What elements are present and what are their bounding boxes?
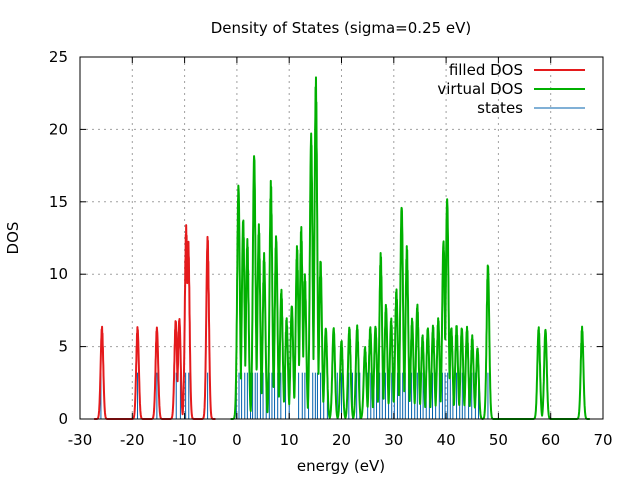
x-tick-label: 0	[232, 431, 242, 449]
y-tick-label: 5	[58, 338, 68, 356]
y-tick-label: 10	[49, 265, 68, 283]
chart-title: Density of States (sigma=0.25 eV)	[211, 19, 472, 37]
legend-label-filled-dos: filled DOS	[449, 61, 523, 79]
x-tick-label: 60	[541, 431, 560, 449]
x-tick-label: -30	[68, 431, 93, 449]
x-tick-label: 50	[489, 431, 508, 449]
y-tick-label: 15	[49, 193, 68, 211]
y-tick-label: 25	[49, 48, 68, 66]
y-tick-label: 20	[49, 120, 68, 138]
grid	[80, 57, 603, 419]
x-axis-label: energy (eV)	[297, 457, 385, 475]
x-tick-label: 70	[593, 431, 612, 449]
legend: filled DOS virtual DOS states	[437, 61, 585, 117]
x-tick-label: 40	[437, 431, 456, 449]
x-tick-label: 20	[332, 431, 351, 449]
axes: -30 -20 -10 0 10 20 30 40 50 60 70 0 5 10 15 20 25	[49, 48, 613, 449]
x-tick-label: 10	[280, 431, 299, 449]
y-axis-label: DOS	[4, 222, 22, 255]
legend-label-states: states	[477, 99, 523, 117]
y-tick-label: 0	[58, 410, 68, 428]
x-tick-label: 30	[384, 431, 403, 449]
x-tick-label: -20	[120, 431, 145, 449]
x-tick-label: -10	[172, 431, 197, 449]
legend-label-virtual-dos: virtual DOS	[437, 80, 523, 98]
